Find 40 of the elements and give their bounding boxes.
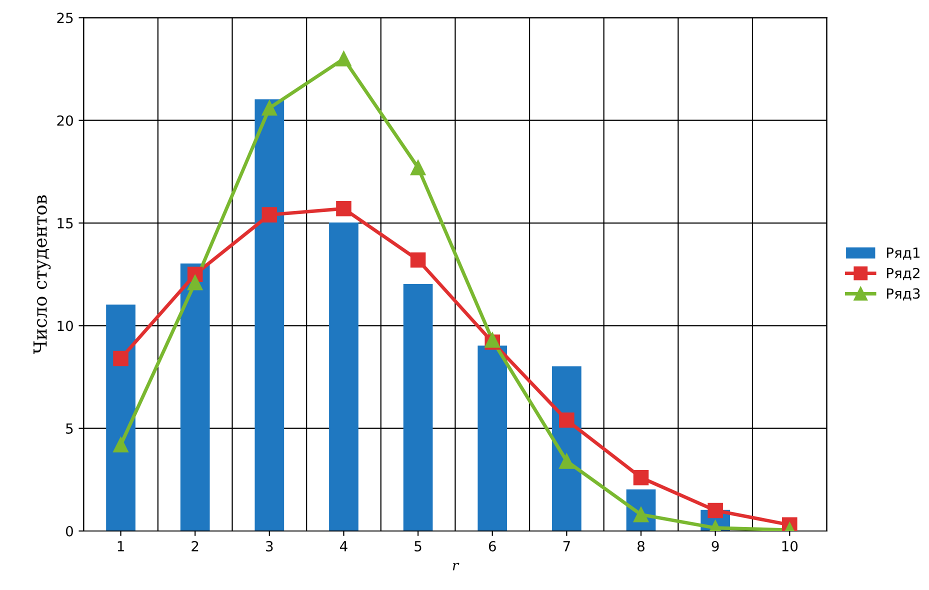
y-tick-label: 20: [57, 115, 73, 126]
point: [633, 470, 649, 486]
bar: [478, 346, 508, 531]
x-tick-label: 3: [266, 540, 273, 552]
point: [113, 350, 128, 366]
x-tick-label: 5: [414, 541, 422, 552]
bar: [329, 222, 358, 531]
bar: [106, 304, 136, 531]
x-tick-label: 2: [192, 540, 198, 552]
x-tick-label: 9: [712, 540, 719, 552]
legend-label: Ряд1: [886, 248, 920, 260]
x-tick-label: 4: [340, 541, 348, 552]
point: [559, 454, 574, 469]
y-tick-label: 25: [57, 12, 73, 24]
point: [708, 502, 723, 518]
bar: [403, 284, 433, 531]
x-tick-label: 1: [118, 541, 124, 552]
point: [336, 201, 352, 216]
x-axis-title: r: [452, 562, 460, 570]
y-axis-title: Число студентов: [33, 195, 51, 354]
point: [559, 412, 574, 428]
x-tick-label: 8: [638, 540, 644, 552]
point: [336, 51, 352, 66]
point: [410, 252, 426, 268]
point: [262, 207, 278, 222]
y-tick-label: 15: [58, 218, 73, 228]
point: [113, 437, 128, 452]
point: [187, 274, 203, 290]
y-tick-label: 10: [58, 320, 73, 332]
y-tick-label: 0: [66, 526, 73, 536]
x-tick-label: 7: [563, 541, 570, 552]
legend-label: Ряд3: [886, 288, 920, 300]
bar: [180, 264, 210, 531]
x-tick-label: 6: [488, 540, 496, 552]
x-tick-label: 10: [782, 540, 798, 552]
point: [410, 160, 426, 176]
bar: [254, 99, 284, 531]
legend-label: Ряд2: [886, 268, 920, 280]
y-tick-label: 5: [66, 423, 73, 434]
point: [262, 100, 278, 116]
